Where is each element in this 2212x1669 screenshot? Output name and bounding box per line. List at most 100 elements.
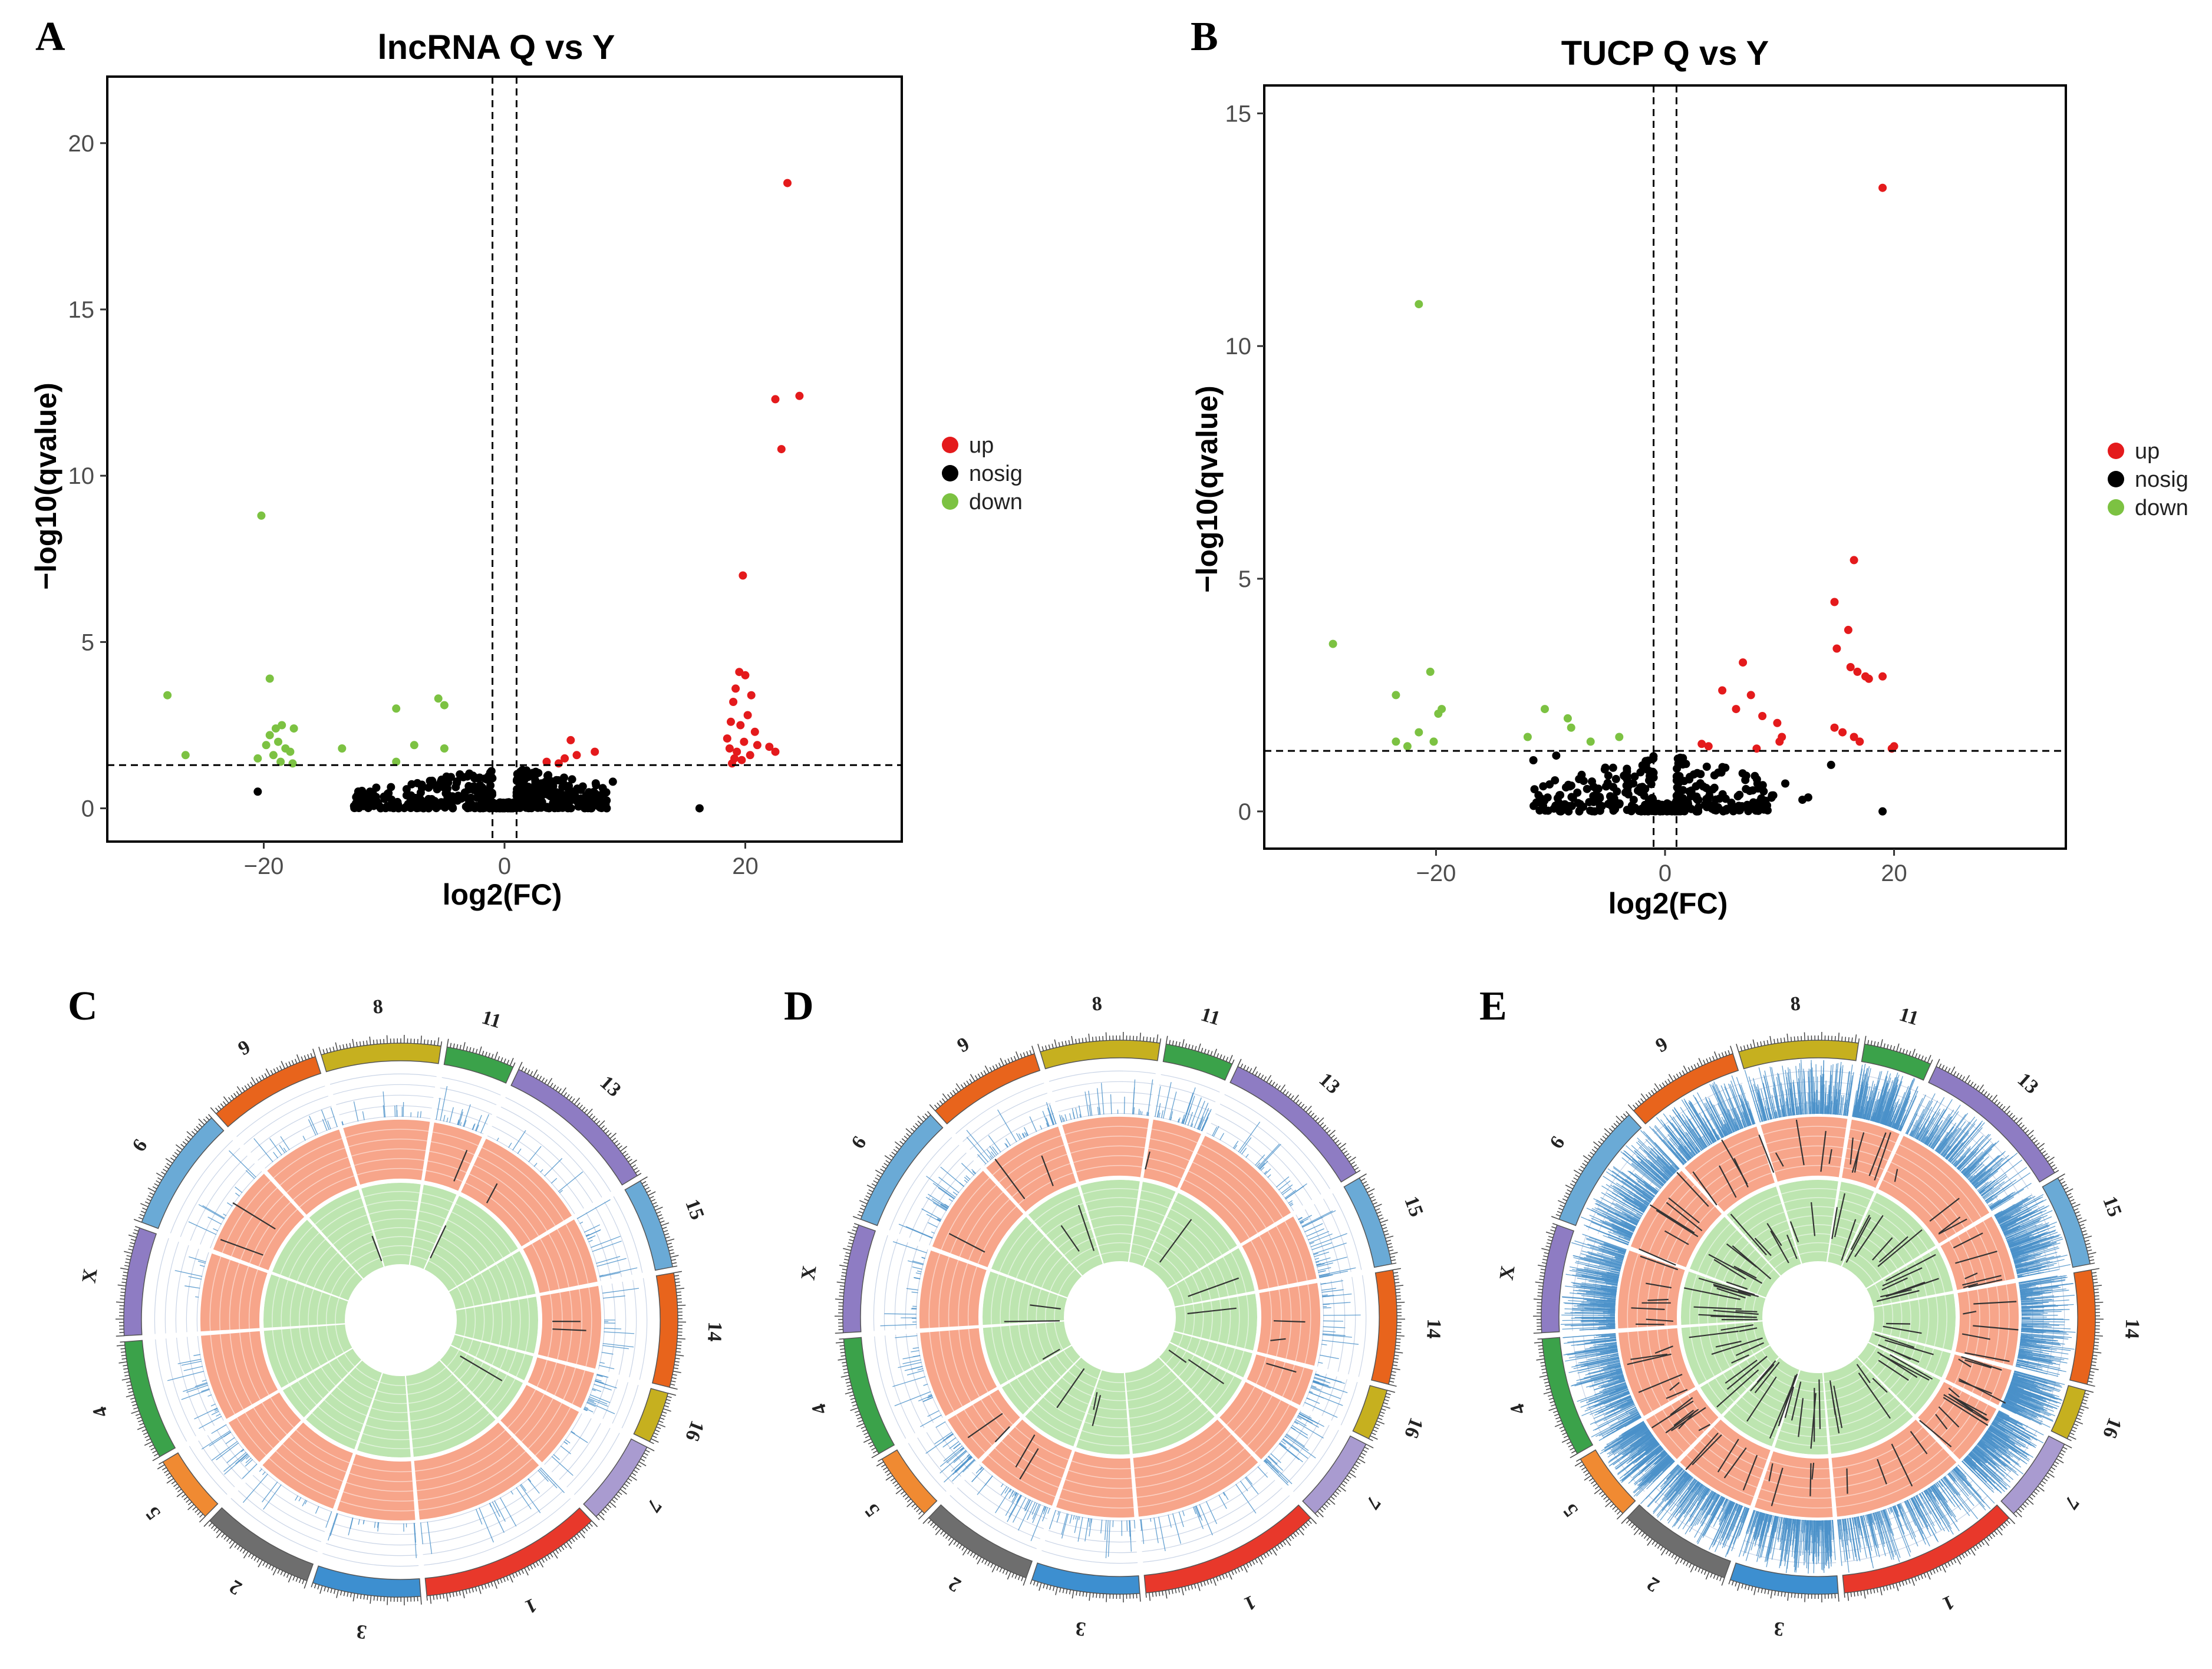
inner-track-gridline xyxy=(298,1381,317,1406)
scale-tick xyxy=(1394,1354,1399,1357)
scale-tick xyxy=(497,1579,500,1585)
outer-track-gridline xyxy=(572,1370,585,1404)
scale-tick xyxy=(1396,1295,1401,1297)
inner-track-gridline xyxy=(499,1349,508,1369)
scale-tick xyxy=(140,1210,146,1213)
chromosome-band xyxy=(1370,1269,1397,1385)
outer-track-gridline xyxy=(1264,1360,1276,1388)
outer-track-gridline xyxy=(1226,1386,1255,1426)
scale-tick xyxy=(1298,1528,1304,1536)
point-nosig xyxy=(1682,760,1690,768)
point-nosig xyxy=(380,794,389,803)
density-spike xyxy=(207,1216,222,1225)
scale-tick xyxy=(1363,1449,1367,1453)
inner-track-gridline xyxy=(299,1286,306,1326)
scale-tick xyxy=(655,1429,660,1433)
scale-tick xyxy=(1854,1591,1855,1597)
scale-tick xyxy=(667,1242,672,1245)
scale-tick xyxy=(258,1559,263,1568)
scale-tick xyxy=(163,1470,169,1473)
scale-tick xyxy=(1784,1037,1785,1043)
point-nosig xyxy=(596,791,605,799)
density-spike xyxy=(188,1276,202,1280)
scale-tick xyxy=(493,1581,497,1589)
scale-tick xyxy=(1337,1488,1341,1492)
scale-tick xyxy=(370,1595,372,1604)
point-nosig xyxy=(531,779,540,788)
point-nosig xyxy=(1552,751,1561,760)
scale-tick xyxy=(161,1467,167,1471)
scale-tick xyxy=(591,1116,596,1120)
scale-tick xyxy=(362,1041,365,1046)
inner-track-gridline xyxy=(1191,1363,1211,1390)
scale-tick xyxy=(539,1076,542,1081)
scale-tick xyxy=(1396,1341,1401,1343)
density-spike xyxy=(591,1236,621,1248)
outer-track-gridline xyxy=(563,1367,576,1400)
track-gridline xyxy=(1331,1379,1347,1421)
density-spike xyxy=(472,1123,476,1130)
density-spike xyxy=(245,1170,255,1179)
scale-tick xyxy=(1379,1217,1384,1221)
scale-tick xyxy=(166,1478,174,1484)
scale-tick xyxy=(466,1046,468,1051)
scale-tick xyxy=(555,1549,559,1554)
density-spike xyxy=(298,1497,302,1502)
scale-tick xyxy=(126,1394,134,1398)
density-spike xyxy=(207,1394,212,1397)
point-up xyxy=(729,698,738,706)
point-down xyxy=(269,751,278,760)
point-up xyxy=(731,684,740,693)
scale-tick xyxy=(1051,1043,1054,1048)
density-spike xyxy=(174,1270,203,1277)
scale-tick xyxy=(1382,1226,1387,1230)
scale-tick xyxy=(146,1198,151,1202)
density-spike xyxy=(508,1142,512,1148)
inner-track-gridline xyxy=(516,1354,526,1377)
density-spike xyxy=(588,1239,593,1242)
density-spike xyxy=(223,1213,227,1216)
y-tick-label: 5 xyxy=(81,629,94,655)
scale-tick xyxy=(317,1584,320,1590)
point-nosig xyxy=(355,794,364,803)
scale-tick xyxy=(1357,1458,1366,1463)
point-up xyxy=(542,757,551,766)
scale-tick xyxy=(463,1042,466,1051)
point-up xyxy=(771,395,780,404)
scale-tick xyxy=(494,1051,498,1060)
outer-track-gridline xyxy=(1266,1291,1273,1354)
scale-tick xyxy=(295,1577,298,1582)
y-tick-label: 5 xyxy=(1238,566,1251,592)
density-spike xyxy=(579,1221,584,1224)
scale-tick xyxy=(664,1405,669,1408)
point-down xyxy=(1392,691,1400,700)
point-nosig xyxy=(482,775,491,784)
scale-tick xyxy=(479,1046,482,1055)
density-spike xyxy=(475,1509,483,1525)
scale-tick xyxy=(478,1585,482,1594)
point-up xyxy=(1830,723,1839,732)
scale-tick xyxy=(469,1047,472,1052)
inner-track-gridline xyxy=(516,1299,521,1350)
density-spike xyxy=(214,1408,218,1411)
density-spike xyxy=(427,1521,433,1554)
scale-tick xyxy=(1381,1408,1386,1411)
inner-track-gridline xyxy=(1136,1216,1162,1225)
scale-tick xyxy=(661,1222,670,1226)
scale-tick xyxy=(166,1163,171,1167)
scale-tick xyxy=(261,1074,265,1080)
scale-tick xyxy=(134,1226,140,1229)
scale-tick xyxy=(1396,1335,1405,1337)
x-tick-label: 20 xyxy=(732,853,759,879)
scale-tick xyxy=(653,1205,658,1208)
density-spike xyxy=(576,1199,611,1219)
point-down xyxy=(288,759,297,768)
inner-track-gridline xyxy=(374,1227,414,1232)
outer-track xyxy=(538,1286,602,1369)
scale-tick xyxy=(229,1539,233,1544)
outer-track-gridline xyxy=(270,1397,294,1428)
density-spike xyxy=(225,1437,235,1444)
chromosome-band xyxy=(312,1565,421,1598)
inner-track-gridline xyxy=(362,1433,410,1440)
scale-tick xyxy=(1290,1535,1294,1539)
